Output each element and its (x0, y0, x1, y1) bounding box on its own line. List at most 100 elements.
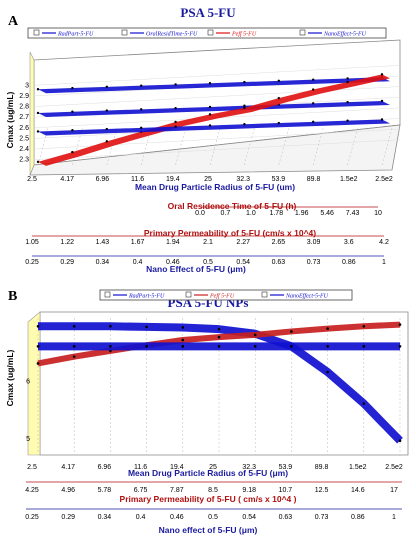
x-tick-label: 1.94 (166, 239, 180, 246)
series-2-point (312, 88, 315, 91)
series-0-point (140, 84, 143, 87)
x-tick-label: 1.5e2 (349, 464, 367, 471)
x-tick-label: 0.46 (170, 514, 184, 521)
x-tick-label: 0.46 (166, 259, 180, 266)
series-2-point (105, 140, 109, 143)
x-tick-label: 0.86 (351, 514, 365, 521)
legend-check (33, 29, 40, 36)
series-2-point (71, 150, 74, 154)
series-1-point (217, 335, 221, 339)
x-tick-label: 2.5e2 (375, 176, 393, 183)
x-tick-label: 0.0 (195, 210, 205, 217)
series-1-point (140, 108, 143, 111)
series-0-point (362, 402, 366, 405)
series-0-point (105, 85, 109, 89)
x-tick-label: 9.18 (242, 487, 256, 494)
series-0-point (398, 439, 402, 443)
y-tick-label: 2.7 (19, 114, 29, 121)
x-tick-label: 1 (382, 259, 386, 266)
x-tick-label: 2.65 (272, 239, 286, 246)
x-tick-label: 0.25 (25, 514, 39, 521)
series-1-point (243, 104, 246, 107)
series-1-point (208, 105, 212, 109)
series-2-point (326, 345, 329, 348)
x-tick-label: 7.43 (346, 210, 360, 217)
x-tick-label: 12.5 (315, 487, 329, 494)
legend-box (27, 27, 387, 39)
series-0-point (346, 77, 349, 80)
x-tick-label: 1.43 (96, 239, 110, 246)
x-axis-label-2: Primary Permeability of 5-FU (cm/s x 10^… (144, 228, 316, 238)
x-axis-label-0: Mean Drug Particle Radius of 5-FU (μm) (128, 468, 288, 478)
x-tick-label: 0.34 (96, 259, 110, 266)
series-1-point (253, 333, 257, 337)
x-tick-label: 19.4 (166, 176, 180, 183)
x-tick-label: 5.78 (98, 487, 112, 494)
x-tick-label: 1.96 (295, 210, 309, 217)
x-tick-label: 0.34 (98, 514, 112, 521)
y-axis-label: Cmax (ug/mL) (5, 349, 15, 406)
legend-check (207, 29, 214, 36)
x-tick-label: 0.54 (236, 259, 250, 266)
series-3-ribbon (38, 119, 390, 136)
series-3-point (208, 124, 212, 127)
plot-side (27, 311, 41, 456)
x-tick-label: 14.6 (351, 487, 365, 494)
y-gridline (33, 86, 401, 107)
legend-check (261, 291, 268, 298)
x-tick-label: 1 (392, 514, 396, 521)
x-tick-label: 0.29 (60, 259, 74, 266)
x-tick-label: 6.96 (98, 464, 112, 471)
chart-title: PSA 5-FU (180, 5, 236, 20)
legend-entry: Peff 5-FU (209, 293, 235, 300)
x-tick-label: 1.0 (246, 210, 256, 217)
x-tick-label: 2.27 (236, 239, 250, 246)
x-tick-label: 3.6 (344, 239, 354, 246)
series-3-point (243, 123, 246, 126)
series-2-point (36, 160, 40, 164)
series-3-point (312, 120, 315, 124)
x-tick-label: 0.5 (203, 259, 213, 266)
x-tick-label: 89.8 (307, 176, 321, 183)
y-tick-label: 6 (26, 379, 30, 386)
x-tick-label: 0.86 (342, 259, 356, 266)
series-2-point (217, 345, 221, 348)
series-3-point (105, 127, 109, 131)
plot-side (29, 51, 35, 176)
series-2-point (181, 345, 185, 348)
x-tick-label: 1.22 (60, 239, 74, 246)
y-tick-label: 2.6 (19, 125, 29, 132)
series-1-point (398, 323, 402, 326)
x-tick-label: 0.63 (279, 514, 293, 521)
x-tick-label: 0.73 (315, 514, 329, 521)
y-gridline (33, 65, 401, 86)
legend-entry: NanoEffect-5-FU (285, 293, 329, 300)
x-tick-label: 1.05 (25, 239, 39, 246)
series-1-point (290, 330, 293, 333)
legend-box (99, 289, 353, 301)
series-2-ribbon (38, 74, 390, 166)
series-2-point (398, 345, 402, 348)
x-tick-label: 1.5e2 (340, 176, 358, 183)
series-0-point (72, 325, 76, 328)
x-tick-label: 0.63 (272, 259, 286, 266)
x-tick-label: 6.75 (134, 487, 148, 494)
y-tick-label: 5 (26, 436, 30, 443)
legend-check (121, 29, 128, 36)
legend-entry: RadPart-5-FU (57, 32, 94, 38)
x-axis-label-1: Oral Residence Time of 5-FU (h) (168, 201, 297, 211)
x-tick-label: 3.09 (307, 239, 321, 246)
x-tick-label: 4.2 (379, 239, 389, 246)
x-tick-label: 11.6 (134, 464, 147, 471)
series-0-point (217, 327, 221, 331)
y-gridline (33, 139, 401, 160)
series-2-point (174, 120, 177, 124)
x-tick-label: 53.9 (279, 464, 293, 471)
series-0-point (277, 79, 280, 83)
series-0-point (243, 80, 246, 84)
series-1-point (105, 109, 109, 112)
series-3-point (346, 119, 349, 122)
series-2-point (253, 345, 257, 348)
panel-label: B (8, 289, 17, 304)
x-tick-label: 1.78 (269, 210, 283, 217)
